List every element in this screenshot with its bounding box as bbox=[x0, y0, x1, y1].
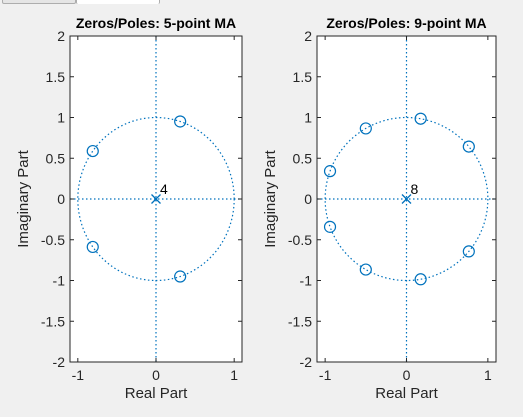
x-tick-label: -1 bbox=[72, 367, 85, 383]
x-tick-label: 1 bbox=[230, 367, 238, 383]
zero-marker bbox=[323, 220, 337, 233]
y-tick-label: 0.5 bbox=[293, 150, 313, 166]
pole-multiplicity-label: 8 bbox=[411, 181, 419, 197]
zplane-axes-9-point: 2 1.5 1 0.5 0 -0.5 -1 -1.5 -2 -1 0 1 8 Zeros/Poles: 9… bbox=[262, 15, 497, 402]
y-tick-label: 2 bbox=[57, 28, 65, 44]
zero-marker bbox=[462, 245, 475, 258]
y-tick-label: -1.5 bbox=[41, 313, 65, 329]
y-tick-label: 1.5 bbox=[293, 69, 313, 85]
y-axis-label: Imaginary Part bbox=[262, 149, 279, 247]
chart-title: Zeros/Poles: 5-point MA bbox=[76, 15, 236, 31]
zero-marker bbox=[174, 270, 187, 283]
pole-multiplicity-label: 4 bbox=[160, 181, 168, 197]
chart-title: Zeros/Poles: 9-point MA bbox=[326, 15, 486, 31]
x-tick-label: 1 bbox=[484, 367, 492, 383]
y-tick-label: 1.5 bbox=[46, 69, 66, 85]
y-tick-label: 0 bbox=[304, 191, 312, 207]
zero-marker bbox=[86, 240, 99, 254]
x-tick-label: -1 bbox=[319, 367, 332, 383]
y-tick-label: 2 bbox=[304, 28, 312, 44]
pole-marker bbox=[151, 194, 161, 204]
zero-marker bbox=[359, 263, 372, 276]
y-tick-label: -0.5 bbox=[288, 232, 312, 248]
figure-tab-1[interactable] bbox=[2, 0, 76, 4]
y-tick-label: -1.5 bbox=[288, 313, 312, 329]
y-tick-label: -1 bbox=[53, 273, 66, 289]
figure-tab-strip bbox=[0, 0, 523, 6]
figure-canvas: 2 1.5 1 0.5 0 -0.5 -1 -1.5 -2 -1 0 1 4 Zeros/Poles: 5… bbox=[15, 15, 497, 402]
unit-circle bbox=[324, 116, 489, 282]
zero-marker bbox=[359, 122, 372, 135]
x-tick-label: 0 bbox=[152, 367, 160, 383]
figure-area: 2 1.5 1 0.5 0 -0.5 -1 -1.5 -2 -1 0 1 4 Zeros/Poles: 5… bbox=[0, 6, 523, 412]
x-tick-label: 0 bbox=[403, 367, 411, 383]
zero-marker bbox=[174, 115, 187, 128]
y-tick-label: -2 bbox=[53, 354, 66, 370]
y-tick-label: -0.5 bbox=[41, 232, 65, 248]
y-axis-label: Imaginary Part bbox=[15, 149, 32, 247]
y-tick-label: 1 bbox=[57, 110, 65, 126]
zero-marker bbox=[323, 165, 337, 178]
figure-tab-2[interactable] bbox=[76, 0, 160, 4]
zero-marker bbox=[86, 144, 99, 158]
zero-marker bbox=[414, 273, 427, 286]
zero-marker bbox=[414, 112, 427, 125]
x-axis-label: Real Part bbox=[375, 385, 438, 402]
zplane-axes-5-point: 2 1.5 1 0.5 0 -0.5 -1 -1.5 -2 -1 0 1 4 Zeros/Poles: 5… bbox=[15, 15, 243, 402]
x-axis-label: Real Part bbox=[125, 385, 188, 402]
pole-marker bbox=[401, 194, 412, 204]
y-tick-label: 0 bbox=[57, 191, 65, 207]
y-tick-label: 0.5 bbox=[46, 150, 66, 166]
y-tick-label: -1 bbox=[300, 273, 313, 289]
y-tick-label: -2 bbox=[300, 354, 313, 370]
y-tick-label: 1 bbox=[304, 110, 312, 126]
zero-marker bbox=[462, 140, 475, 153]
